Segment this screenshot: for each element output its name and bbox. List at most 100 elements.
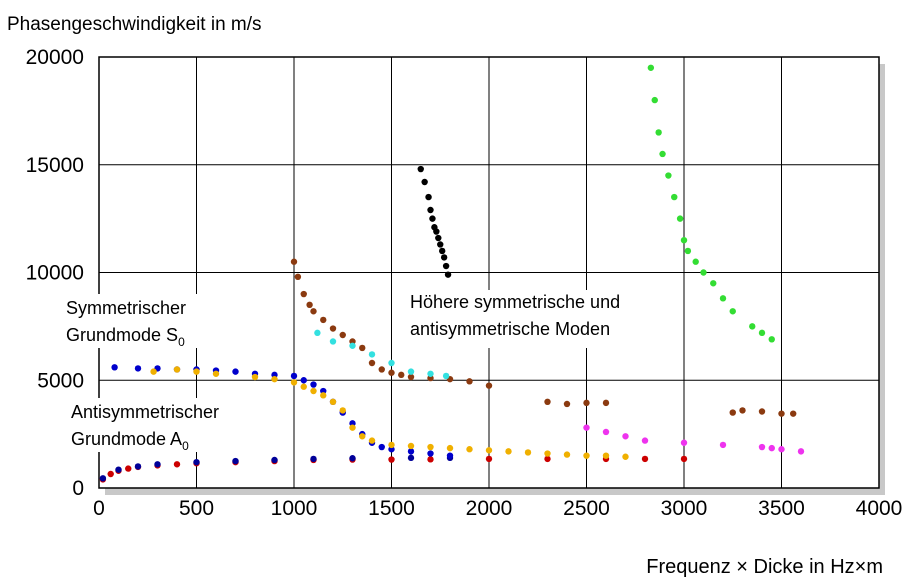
x-tick-label: 0: [93, 497, 105, 520]
data-point: [427, 444, 433, 450]
data-point: [564, 401, 570, 407]
data-point: [310, 308, 316, 314]
data-point: [677, 215, 683, 221]
data-point: [408, 368, 414, 374]
data-point: [642, 456, 648, 462]
data-point: [310, 388, 316, 394]
data-point: [759, 408, 765, 414]
data-point: [603, 429, 609, 435]
data-point: [418, 166, 424, 172]
y-tick-label: 5000: [37, 369, 84, 392]
data-point: [681, 237, 687, 243]
data-point: [320, 392, 326, 398]
data-point: [505, 448, 511, 454]
data-point: [583, 424, 589, 430]
data-point: [435, 235, 441, 241]
data-point: [330, 325, 336, 331]
data-point: [642, 437, 648, 443]
data-point: [681, 456, 687, 462]
data-point: [486, 382, 492, 388]
data-point: [659, 151, 665, 157]
data-point: [790, 410, 796, 416]
data-point: [340, 407, 346, 413]
data-point: [427, 371, 433, 377]
y-tick-label: 0: [72, 477, 84, 500]
data-point: [349, 424, 355, 430]
data-point: [301, 384, 307, 390]
annotation-higher-line1: Höhere symmetrische und: [410, 292, 620, 312]
data-point: [769, 445, 775, 451]
data-point: [388, 442, 394, 448]
data-point: [525, 449, 531, 455]
data-point: [447, 445, 453, 451]
data-point: [125, 465, 131, 471]
data-point: [720, 442, 726, 448]
data-point: [443, 263, 449, 269]
data-point: [174, 461, 180, 467]
data-point: [340, 332, 346, 338]
x-tick-label: 3500: [758, 497, 805, 520]
data-point: [466, 378, 472, 384]
data-point: [108, 471, 114, 477]
data-point: [369, 351, 375, 357]
data-point: [291, 259, 297, 265]
data-point: [671, 194, 677, 200]
data-point: [486, 456, 492, 462]
data-point: [100, 475, 106, 481]
x-tick-label: 4000: [856, 497, 903, 520]
data-point: [359, 345, 365, 351]
data-point: [603, 452, 609, 458]
data-point: [388, 456, 394, 462]
data-point: [730, 308, 736, 314]
data-point: [271, 457, 277, 463]
data-point: [720, 295, 726, 301]
data-point: [427, 207, 433, 213]
data-point: [408, 455, 414, 461]
data-point: [320, 317, 326, 323]
data-point: [379, 366, 385, 372]
data-point: [150, 368, 156, 374]
x-tick-label: 1000: [271, 497, 318, 520]
data-point: [271, 376, 277, 382]
data-point: [154, 461, 160, 467]
data-point: [466, 446, 472, 452]
data-point: [295, 274, 301, 280]
x-tick-label: 500: [179, 497, 214, 520]
annotation-s0-line1: Symmetrischer: [66, 298, 186, 318]
data-point: [564, 451, 570, 457]
data-point: [379, 444, 385, 450]
data-point: [749, 323, 755, 329]
data-point: [213, 371, 219, 377]
data-point: [135, 463, 141, 469]
x-tick-labels: 0 500 1000 1500 2000 2500 3000 3500 4000: [93, 497, 902, 520]
data-point: [652, 97, 658, 103]
data-point: [433, 228, 439, 234]
data-point: [693, 259, 699, 265]
data-point: [486, 447, 492, 453]
data-point: [447, 452, 453, 458]
data-point: [291, 373, 297, 379]
data-point: [408, 443, 414, 449]
data-point: [739, 407, 745, 413]
x-tick-label: 2000: [466, 497, 513, 520]
data-point: [730, 409, 736, 415]
annotation-s0: Symmetrischer Grundmode S0: [62, 294, 247, 349]
data-point: [330, 399, 336, 405]
data-point: [427, 450, 433, 456]
data-point: [710, 280, 716, 286]
data-point: [359, 433, 365, 439]
data-point: [769, 336, 775, 342]
data-point: [439, 248, 445, 254]
data-point: [349, 455, 355, 461]
data-point: [443, 373, 449, 379]
data-point: [369, 360, 375, 366]
data-point: [252, 374, 258, 380]
data-point: [369, 437, 375, 443]
annotation-a0: Antisymmetrischer Grundmode A0: [66, 398, 261, 453]
data-point: [174, 366, 180, 372]
data-point: [437, 241, 443, 247]
x-axis-label: Frequenz × Dicke in Hz×m: [646, 556, 883, 578]
data-point: [583, 400, 589, 406]
data-point: [115, 466, 121, 472]
